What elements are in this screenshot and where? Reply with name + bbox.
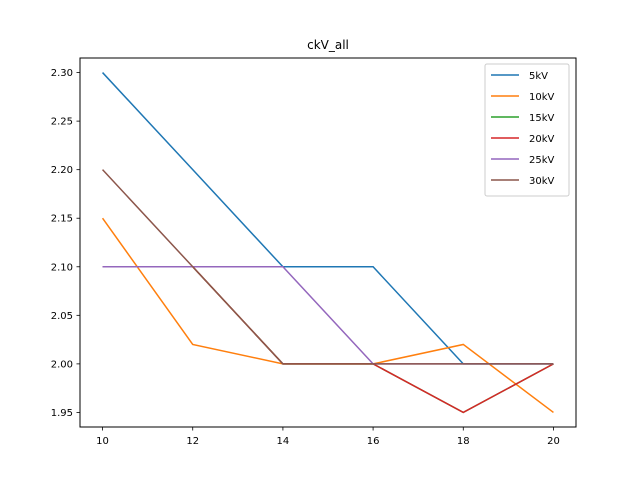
y-tick-label: 2.05 xyxy=(51,311,73,322)
x-tick-label: 12 xyxy=(186,436,199,447)
y-tick-label: 1.95 xyxy=(51,408,73,419)
chart-title: ckV_all xyxy=(307,38,349,52)
y-tick-label: 2.10 xyxy=(51,262,73,273)
y-tick-label: 2.00 xyxy=(51,359,73,370)
legend-label: 5kV xyxy=(529,71,548,82)
legend-label: 15kV xyxy=(529,113,555,124)
y-tick-label: 2.25 xyxy=(51,117,73,128)
y-tick-label: 2.30 xyxy=(51,68,73,79)
y-tick-label: 2.15 xyxy=(51,214,73,225)
series-line-30kV xyxy=(102,169,554,365)
legend-label: 20kV xyxy=(529,134,555,145)
series-layer xyxy=(101,72,554,414)
legend-label: 25kV xyxy=(529,155,555,166)
legend-label: 30kV xyxy=(529,176,555,187)
x-tick-label: 16 xyxy=(367,436,380,447)
x-tick-label: 20 xyxy=(547,436,560,447)
x-tick-label: 18 xyxy=(457,436,470,447)
plot-frame xyxy=(79,57,577,428)
x-axis: 10 12 14 16 18 20 xyxy=(96,427,560,447)
y-axis: 1.95 2.00 2.05 2.10 2.15 2.20 2.25 2.30 xyxy=(51,68,80,419)
x-tick-label: 14 xyxy=(277,436,290,447)
legend-label: 10kV xyxy=(529,92,555,103)
legend: 5kV 10kV 15kV 20kV 25kV 30kV xyxy=(484,63,570,197)
y-tick-label: 2.20 xyxy=(51,165,73,176)
legend-box xyxy=(484,63,570,197)
x-tick-label: 10 xyxy=(96,436,109,447)
